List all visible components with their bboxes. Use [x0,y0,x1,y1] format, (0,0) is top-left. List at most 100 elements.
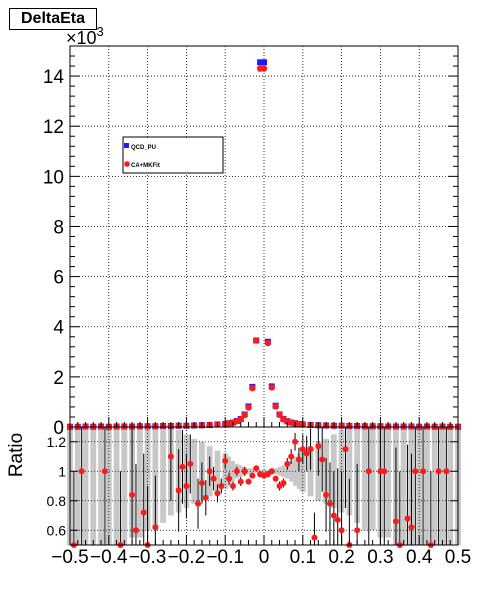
uncertainty-band-bin [361,427,368,531]
x-tick-label: 0.2 [328,547,354,568]
ratio-marker [292,438,299,445]
ratio-marker [272,475,279,482]
uncertainty-band-bin [98,427,104,545]
uncertainty-band-bin [299,450,306,492]
ratio-marker [284,460,291,467]
ratio-marker [412,468,419,475]
ratio-marker [214,490,221,497]
uncertainty-band-bin [385,427,392,538]
uncertainty-band-bin [416,427,423,545]
ratio-marker [334,516,341,523]
ratio-marker [326,500,333,507]
ratio-marker [404,515,411,522]
uncertainty-band-bin [121,427,128,545]
ratio-marker [381,468,388,475]
ratio-marker [443,468,450,475]
x-tick-label: 0.3 [367,547,393,568]
legend-marker-qcd-pu [124,143,129,148]
uncertainty-band-bin [238,465,243,478]
uncertainty-band-bin [160,427,167,523]
ratio-marker [226,475,233,482]
uncertainty-band-bin [82,427,89,545]
legend-label-ca-mkfit: CA+MKFit [131,163,160,169]
ratio-plot-area [67,427,461,545]
ratio-marker [241,468,248,475]
ratio-marker [323,491,330,498]
ratio-marker [342,446,349,453]
uncertainty-band-bin [273,468,278,475]
ratio-y-tick-label: 1 [58,463,66,479]
ratio-marker [187,460,194,467]
ca-mkfit-marker [272,403,279,410]
ratio-marker [210,475,217,482]
ratio-y-tick-label: 0.6 [47,522,67,538]
ca-mkfit-marker [237,416,244,423]
legend-box [122,136,224,174]
ratio-marker [237,478,244,485]
x-tick-label: 0 [259,547,270,568]
legend-label-qcd-pu: QCD_PU [131,145,156,151]
chart-title: DeltaEta [9,8,97,30]
ratio-marker [330,512,337,519]
uncertainty-band-bin [136,427,143,538]
ca-mkfit-marker [245,404,252,411]
ratio-marker [299,446,306,453]
ratio-marker [315,443,322,450]
ratio-marker [175,487,182,494]
ratio-marker [233,468,240,475]
uncertainty-band-bin [90,427,97,545]
uncertainty-band-bin [246,468,251,475]
top-y-tick-label: 4 [53,318,64,339]
uncertainty-band-bin [105,427,112,545]
axes [69,45,459,546]
ratio-marker [319,456,326,463]
x-tick-label: −0.5 [51,547,89,568]
legend: QCD_PU CA+MKFit [122,136,224,174]
ca-mkfit-marker [260,65,268,72]
x-tick-label: −0.3 [129,547,167,568]
ratio-marker [338,527,345,534]
ratio-marker [245,478,252,485]
ratio-marker [78,468,85,475]
ratio-y-tick-label: 0.8 [47,493,67,509]
ca-mkfit-marker [249,384,256,392]
ratio-y-axis-label: Ratio [6,433,27,477]
x-tick-label: 0.1 [290,547,316,568]
qcd-pu-marker [261,59,267,66]
ratio-marker [179,463,186,470]
uncertainty-band-bin [400,427,407,545]
ca-mkfit-marker [264,339,272,347]
ratio-marker [435,468,442,475]
legend-marker-ca-mkfit [124,161,130,167]
ratio-marker [280,480,287,487]
uncertainty-band-bin [369,427,376,531]
ratio-marker [365,468,372,475]
ratio-marker [101,468,108,475]
ratio-marker [408,524,415,531]
x-tick-label: −0.2 [168,547,206,568]
top-y-tick-label: 0 [53,418,64,439]
ratio-marker [195,500,202,507]
uncertainty-band-bin [431,427,438,545]
uncertainty-band-bin [439,427,446,545]
uncertainty-band-bin [277,466,282,476]
ratio-marker [303,450,310,457]
uncertainty-band-bin [262,469,266,473]
uncertainty-band-bin [447,427,454,545]
ratio-marker [202,494,209,501]
ratio-marker [392,518,399,525]
x-tick-label: 0.4 [406,547,433,568]
x-tick-label: 0.5 [445,547,471,568]
ratio-marker [307,446,314,453]
ratio-marker [167,453,174,460]
ratio-marker [253,465,260,472]
ca-mkfit-marker [253,337,260,344]
top-y-tick-label: 10 [43,167,64,188]
y-axis-multiplier: ×103 [66,24,104,48]
ratio-marker [132,527,139,534]
qcd-pu-marker [257,59,264,66]
uncertainty-band-bin [289,460,294,482]
uncertainty-band-bin [285,463,290,479]
uncertainty-band-bin [74,427,81,545]
